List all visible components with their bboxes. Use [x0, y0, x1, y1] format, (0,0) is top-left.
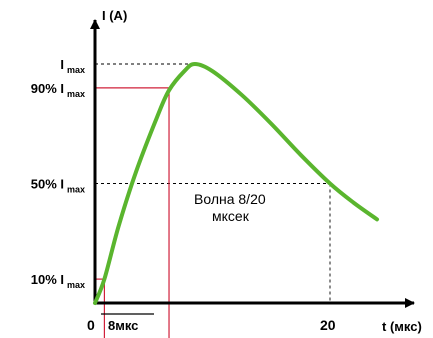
y-level-subscript: max	[67, 280, 85, 290]
wave-curve	[93, 62, 379, 305]
y-level-subscript: max	[67, 65, 85, 75]
y-level-subscript: max	[67, 89, 85, 99]
x-axis-title: t (мкс)	[382, 319, 422, 334]
y-level-subscript: max	[67, 185, 85, 195]
y-level-main: 50% I	[31, 177, 64, 192]
wave-annotation-line2: мксек	[212, 208, 250, 224]
y-axis-title: I (A)	[102, 8, 127, 23]
interval-label: 8мкс	[108, 318, 138, 333]
y-level-main: I	[60, 57, 64, 72]
x-tick-20: 20	[320, 317, 336, 333]
y-level-main: 90% I	[31, 81, 64, 96]
dashed-guides	[95, 63, 331, 303]
wave-annotation-line1: Волна 8/20	[194, 191, 266, 207]
x-tick-0: 0	[87, 317, 95, 333]
y-level-main: 10% I	[31, 272, 64, 287]
rise-time-markers	[95, 87, 170, 338]
